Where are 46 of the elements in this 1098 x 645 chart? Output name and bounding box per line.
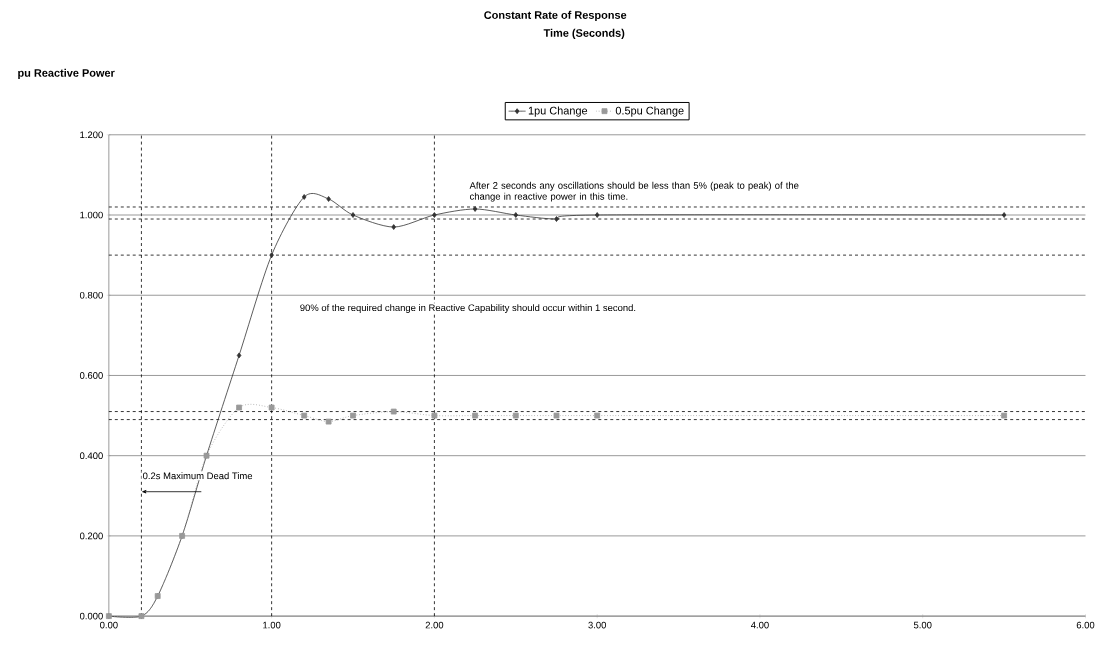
legend-label: 0.5pu Change [615, 106, 684, 117]
point [269, 252, 274, 258]
y-tick-label: 0.400 [79, 452, 103, 459]
point [513, 212, 519, 218]
point [554, 216, 559, 222]
x-tick-label: 0.00 [100, 621, 118, 629]
point [472, 206, 478, 212]
point [594, 212, 600, 218]
y-tick-label: 1.200 [80, 131, 103, 139]
point [301, 412, 308, 419]
chart-title: Constant Rate of Response [484, 10, 627, 22]
x-tick-label: 1.00 [263, 621, 281, 629]
point [1001, 412, 1007, 419]
point [512, 412, 519, 419]
annotation: After 2 seconds any oscillations should be less than 5% (peak to peak) of the change in reactive power in this time. [469, 181, 799, 202]
annotation: 90% of the required change in Reactive Capability should occur within 1 second. [300, 304, 636, 313]
x-tick-label: 6.00 [1076, 621, 1095, 629]
point [1001, 212, 1007, 218]
x-tick-label: 3.00 [588, 621, 606, 629]
point [391, 224, 396, 230]
point [594, 412, 601, 419]
x-tick-label: 2.00 [425, 621, 444, 629]
point [268, 404, 275, 411]
point [301, 194, 307, 200]
y-tick-label: 0.200 [79, 532, 103, 540]
y-tick-label: 0.000 [79, 612, 103, 620]
legend-label: 1pu Change [528, 106, 588, 117]
chart-subtitle: Time (Seconds) [543, 28, 625, 39]
point [326, 196, 331, 202]
y-tick-label: 0.600 [79, 372, 103, 379]
point [325, 418, 332, 425]
y-tick-label: 1.000 [80, 211, 103, 219]
x-tick-label: 5.00 [913, 621, 932, 629]
point [236, 352, 242, 359]
point [350, 412, 356, 419]
y-tick-label: 0.800 [79, 291, 103, 299]
point [390, 408, 397, 415]
annotation: 0.2s Maximum Dead Time [142, 472, 253, 480]
y-axis-title: pu Reactive Power [18, 68, 115, 79]
point [432, 212, 437, 218]
point [350, 212, 356, 218]
point [431, 412, 438, 419]
point [472, 412, 478, 419]
point [553, 412, 560, 419]
x-tick-label: 4.00 [750, 621, 769, 629]
point [236, 404, 242, 411]
